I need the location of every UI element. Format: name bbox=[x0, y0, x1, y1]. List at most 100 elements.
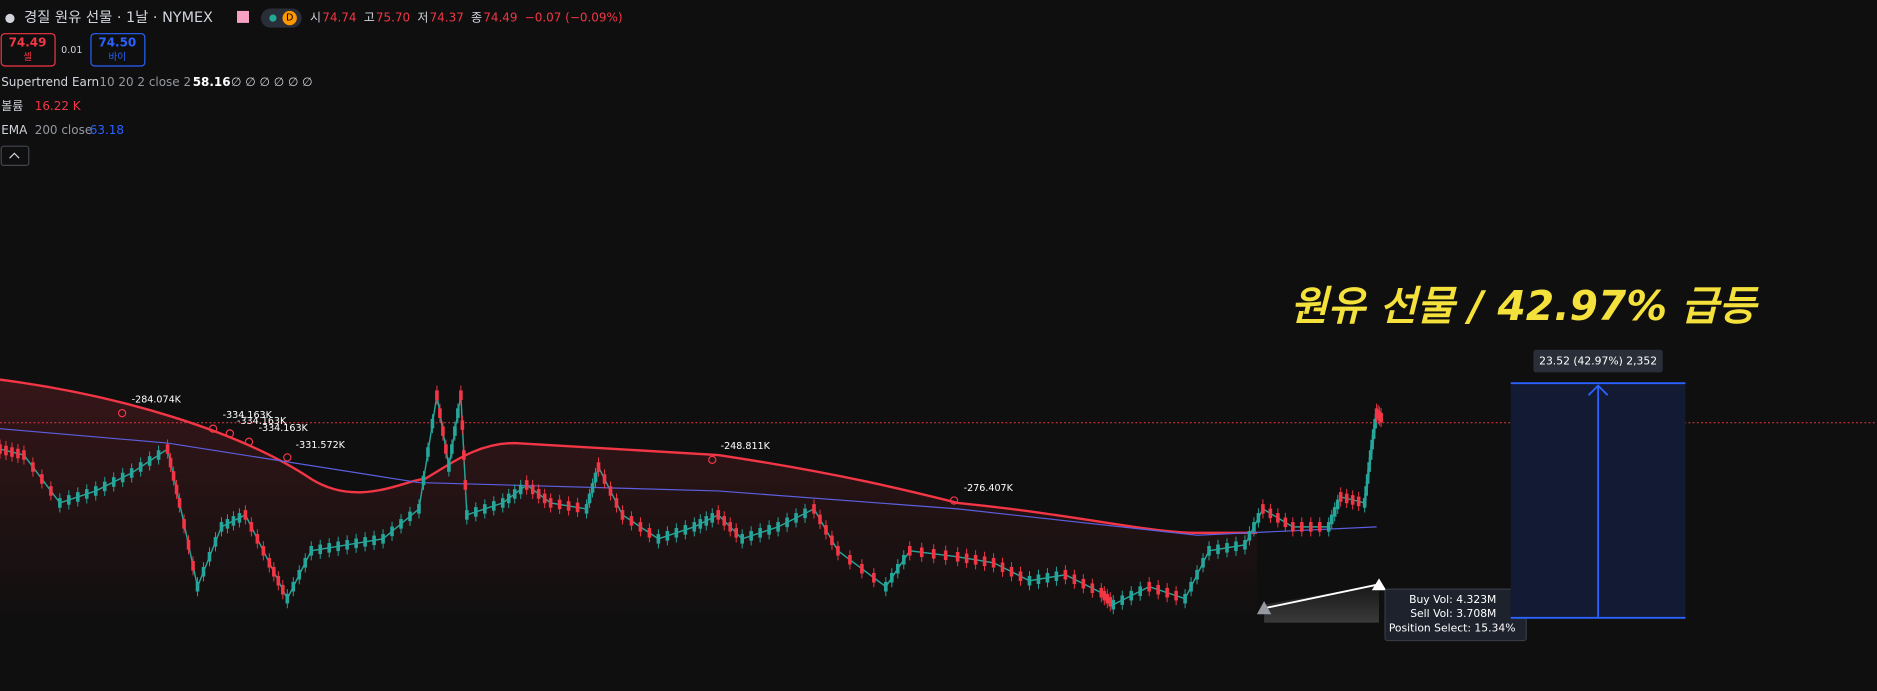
candle-body bbox=[536, 489, 541, 499]
candle-body bbox=[1365, 474, 1370, 484]
candle-body bbox=[1276, 513, 1280, 523]
candle-body bbox=[102, 481, 107, 492]
collapse-icon bbox=[9, 152, 20, 159]
candle-body bbox=[1362, 498, 1367, 508]
candle-body bbox=[249, 522, 254, 532]
candle-body bbox=[1300, 522, 1304, 532]
sell-price: 74.49 bbox=[9, 36, 47, 50]
volume-label: -276.407K bbox=[964, 483, 1014, 494]
candle-body bbox=[1120, 595, 1125, 605]
trend-line bbox=[1263, 583, 1380, 610]
interval: D bbox=[286, 13, 293, 24]
candle-body bbox=[1027, 575, 1032, 586]
candle-body bbox=[441, 426, 445, 436]
candle-body bbox=[638, 522, 643, 532]
candle-body bbox=[907, 546, 912, 556]
candle-body bbox=[1268, 508, 1273, 519]
candle-body bbox=[1256, 513, 1261, 523]
candles bbox=[0, 385, 1383, 615]
candle-body bbox=[1291, 522, 1295, 532]
candle-body bbox=[177, 498, 182, 508]
candle-body bbox=[327, 543, 331, 553]
candle-body bbox=[171, 471, 176, 481]
candle-body bbox=[67, 495, 71, 505]
candle-body bbox=[345, 540, 349, 550]
candle-body bbox=[542, 493, 547, 504]
candle-body bbox=[435, 390, 439, 400]
candle-body bbox=[1183, 593, 1187, 604]
candle-body bbox=[1165, 587, 1169, 598]
candle-body bbox=[830, 535, 834, 546]
volume-label: -284.074K bbox=[132, 394, 182, 405]
candle-body bbox=[734, 528, 738, 538]
candle-body bbox=[430, 418, 435, 429]
candle-body bbox=[1147, 581, 1151, 592]
change: −0.07 (−0.09%) bbox=[525, 11, 623, 25]
candle-body bbox=[1090, 583, 1095, 593]
candle-body bbox=[93, 486, 98, 496]
candle-body bbox=[272, 566, 276, 577]
candle-body bbox=[919, 547, 924, 558]
candle-body bbox=[1105, 593, 1110, 604]
candle-body bbox=[421, 475, 426, 486]
candle-body bbox=[548, 498, 553, 508]
candle-body bbox=[483, 504, 487, 514]
signal-dot bbox=[283, 453, 292, 462]
candle-body bbox=[982, 556, 987, 567]
candle-body bbox=[704, 516, 709, 526]
indicator-name: Supertrend Earn bbox=[1, 75, 99, 89]
candle-body bbox=[399, 519, 403, 529]
candle-body bbox=[1207, 546, 1211, 556]
candle-body bbox=[818, 514, 822, 525]
candle-body bbox=[803, 508, 807, 519]
ohlc-label: 고 bbox=[364, 11, 375, 25]
candle-body bbox=[31, 462, 35, 472]
sell-button[interactable] bbox=[0, 33, 56, 67]
candle-body bbox=[1063, 569, 1068, 580]
candle-body bbox=[297, 569, 302, 580]
candle-body bbox=[512, 489, 517, 499]
indicator-value: 63.18 bbox=[90, 123, 124, 137]
candle-body bbox=[602, 474, 607, 484]
candle-body bbox=[506, 493, 511, 504]
candle-body bbox=[776, 522, 780, 532]
candle-body bbox=[1283, 517, 1288, 528]
buy-button[interactable] bbox=[90, 33, 146, 67]
ohlc-label: 시 bbox=[310, 11, 321, 25]
candle-body bbox=[381, 534, 385, 544]
triangle bbox=[1256, 601, 1272, 615]
candle-body bbox=[794, 513, 798, 523]
triangle bbox=[1371, 578, 1387, 591]
sell-label: 셀 bbox=[23, 52, 32, 63]
candle-body bbox=[165, 444, 170, 454]
candle-body bbox=[456, 408, 460, 418]
candle-body bbox=[1356, 496, 1361, 507]
ohlc: 시 74.74 고 75.70 저 74.37 종 74.49 bbox=[310, 11, 517, 25]
indicator-name: EMA bbox=[1, 123, 28, 137]
ohlc-label: 종 bbox=[471, 11, 482, 25]
candle-body bbox=[758, 528, 762, 538]
candle-body bbox=[884, 581, 888, 592]
candle-body bbox=[587, 493, 592, 504]
spread: 0.01 bbox=[61, 45, 82, 56]
signal-dot bbox=[244, 437, 254, 447]
candle-body bbox=[1317, 522, 1322, 532]
supertrend-fill bbox=[0, 379, 1257, 623]
candle-body bbox=[749, 531, 753, 541]
candle-body bbox=[1335, 499, 1340, 510]
candle-body bbox=[955, 551, 960, 562]
candle-body bbox=[4, 445, 8, 456]
measure-label-box bbox=[1533, 349, 1663, 373]
candle-body bbox=[575, 502, 580, 513]
candle-body bbox=[1081, 578, 1086, 589]
candle-body bbox=[76, 492, 80, 502]
candle-body bbox=[453, 426, 457, 436]
indicator-params: 200 close bbox=[35, 123, 92, 137]
candle-body bbox=[656, 534, 661, 544]
collapse-button[interactable] bbox=[0, 145, 30, 166]
candle-body bbox=[740, 534, 744, 544]
candle-body bbox=[1225, 543, 1229, 553]
candle-body bbox=[931, 549, 936, 559]
candle-body bbox=[1108, 596, 1113, 607]
symbol: 경질 원유 선물 · 1날 · NYMEX bbox=[24, 9, 213, 26]
